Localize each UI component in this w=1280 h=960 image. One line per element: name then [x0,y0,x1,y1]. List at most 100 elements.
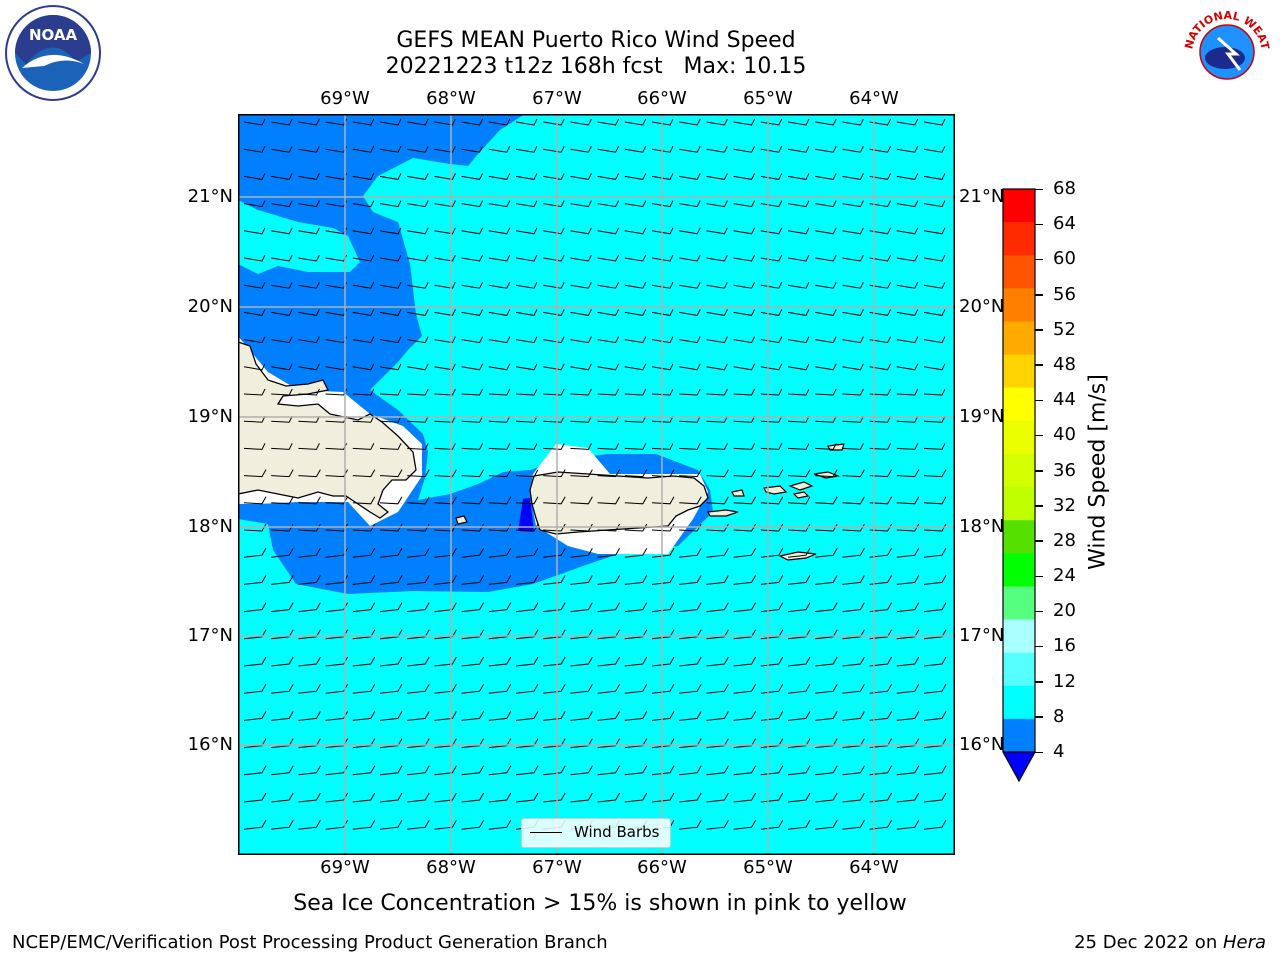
wind-barb [787,602,811,613]
wind-barb [815,227,837,235]
wind-barb [896,336,919,344]
wind-barb [570,496,593,505]
wind-barb [787,443,810,450]
wind-barb [352,602,376,613]
wind-barb [434,415,456,423]
wind-barb [624,683,648,694]
wind-barb [407,254,429,262]
wind-barb [271,656,294,667]
wind-barb [706,547,729,558]
colorbar-segment [1003,387,1035,422]
wind-barb [597,415,620,423]
wind-barb [869,443,892,450]
wind-barb [515,363,538,371]
wind-barb [733,656,757,667]
wind-barb [651,443,674,450]
wind-barb [434,145,456,153]
lon-tick-top: 68°W [426,88,476,109]
wind-barb [543,227,565,235]
wind-barb [896,711,920,721]
wind-barb [407,496,430,505]
wind-barb [325,819,349,830]
wind-barb [243,309,266,316]
wind-barb [624,118,647,126]
wind-barb [271,173,293,180]
wind-barb [706,819,729,830]
wind-barb [570,200,592,208]
wind-barb [679,711,702,721]
wind-barb [434,227,456,235]
wind-barb [434,547,457,558]
wind-barb [515,200,538,208]
wind-barb [379,336,402,344]
wind-barb [407,683,430,694]
wind-barb [923,656,947,667]
wind-barb [760,496,784,505]
wind-barb [651,792,675,803]
wind-barb [651,602,675,613]
wind-barb [243,173,266,180]
wind-barb [298,575,321,585]
wind-barb [379,309,402,316]
wind-barb [896,656,920,667]
wind-barb [243,469,267,478]
wind-barb [679,792,702,803]
wind-barb [706,602,729,613]
wind-barb [815,711,838,721]
wind-barb [896,281,919,289]
wind-barb [352,819,376,830]
wind-barb [298,118,320,126]
wind-barb [271,443,293,450]
wind-barb [271,819,294,830]
wind-barb [923,443,946,450]
wind-barb [733,336,756,344]
wind-barb [651,227,674,235]
wind-barb [352,575,376,585]
wind-barb [597,711,621,721]
wind-barb [407,629,430,640]
wind-barb [488,629,512,640]
lon-tick-top: 69°W [320,88,370,109]
wind-barb [842,792,865,803]
wind-barb [842,656,865,667]
wind-barb [787,118,810,126]
wind-barb [923,118,946,126]
wind-barb [923,765,947,776]
wind-barb [271,469,294,478]
wind-barb [706,118,728,126]
lon-tick-bottom: 66°W [637,857,687,878]
wind-barb [488,547,512,558]
wind-barb [842,173,864,180]
wind-barb [298,656,321,667]
wind-barb [760,309,783,316]
wind-speed-map [238,114,955,855]
wind-barb [434,656,457,667]
wind-barb [760,281,783,289]
wind-barb [543,118,565,126]
wind-barb [379,629,403,640]
wind-barb [243,388,266,396]
wind-barb [624,227,647,235]
wind-barb [842,118,864,126]
wind-barb [379,711,403,721]
wind-barb [543,200,565,208]
wind-barb [543,173,565,180]
wind-barb [243,145,266,153]
wind-barb [651,575,675,585]
wind-barb [679,309,701,316]
wind-barb [352,254,375,262]
map-subtitle-line: 20221223 t12z 168h fcst Max: 10.15 [385,54,807,79]
wind-barb [760,602,784,613]
wind-barb [461,254,484,262]
wind-barb [896,388,919,396]
wind-barb [570,173,592,180]
wind-barb [842,629,865,640]
wind-barb [434,200,456,208]
wind-barb [488,765,512,776]
land-virgin-gorda [792,491,810,499]
wind-barb [815,629,838,640]
land-mona [455,515,468,525]
wind-barb [597,547,621,558]
wind-barb [325,656,349,667]
wind-barb [679,496,702,505]
